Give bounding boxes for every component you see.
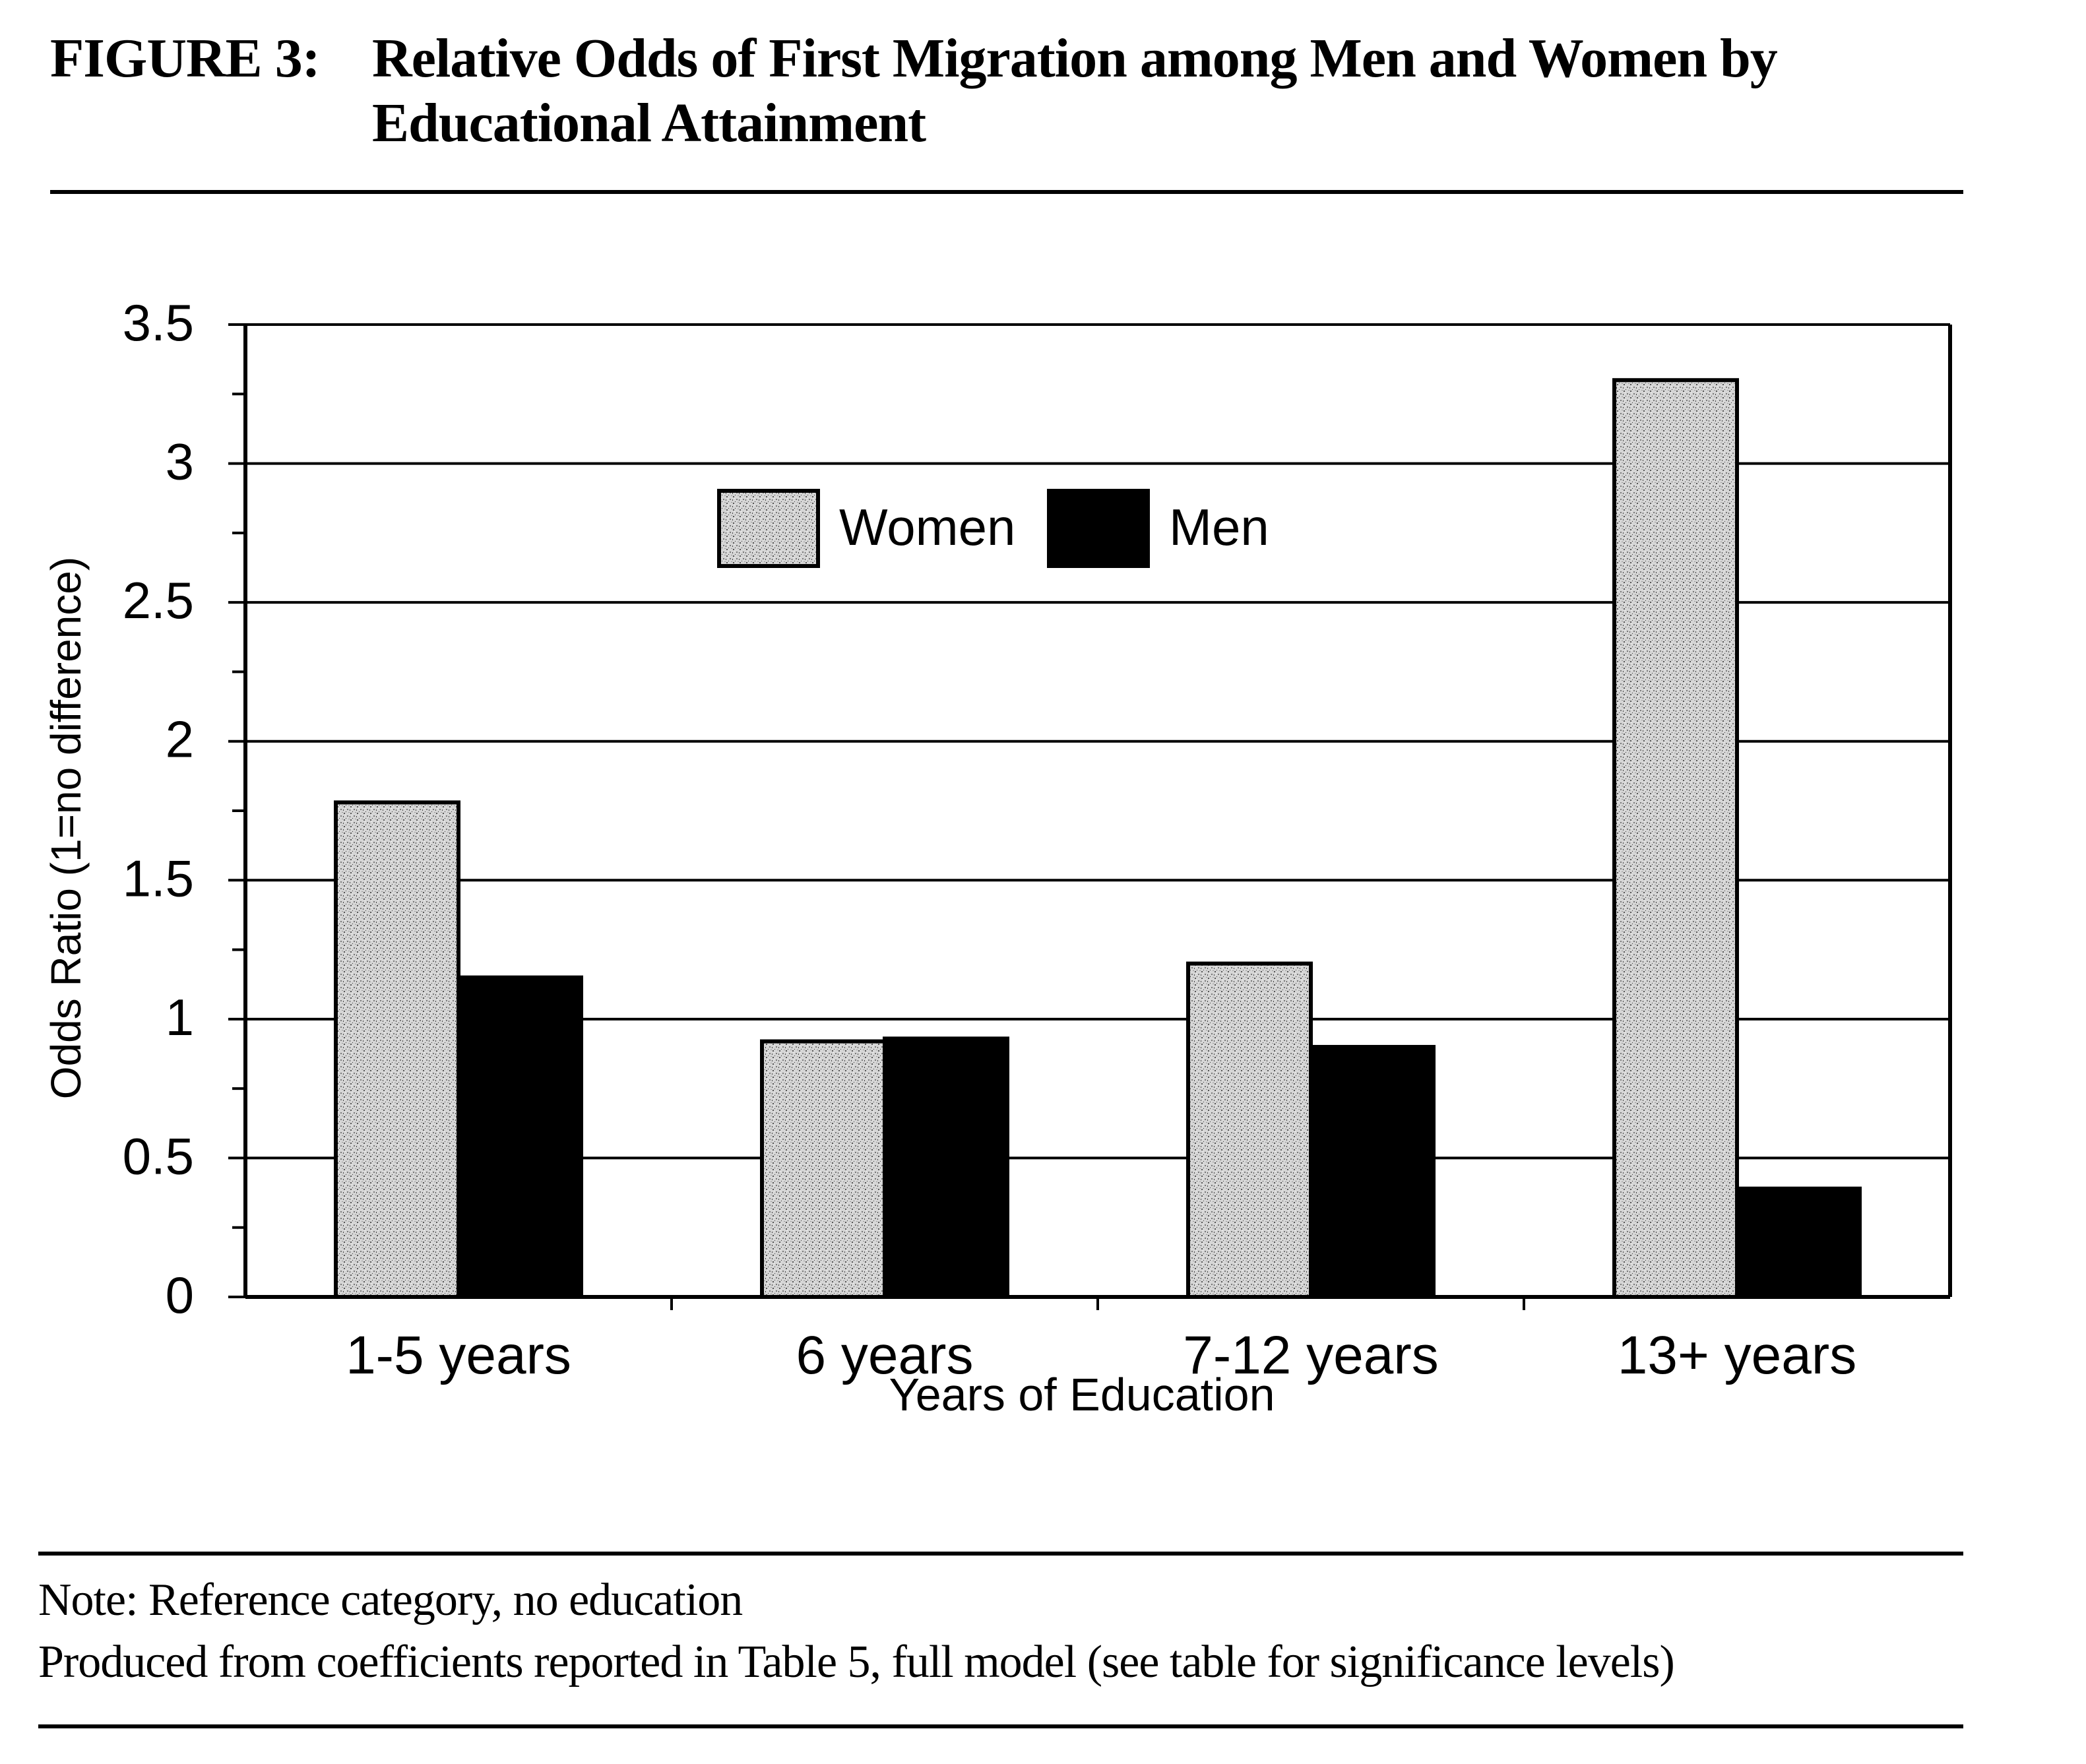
men-bar: [1735, 1186, 1862, 1299]
y-tick-label: 1.5: [123, 849, 194, 907]
bars: [334, 378, 1862, 1300]
figure-title: Relative Odds of First Migration among M…: [372, 28, 1778, 154]
note-reference: Note: Reference category, no education: [38, 1575, 743, 1625]
axes: 0 0.5 1 1.5 2 2.5 3 3.5 1-5 years 6 years 7-12 yea…: [123, 294, 1952, 1385]
legend-label-women: Women: [839, 498, 1015, 556]
x-tick-label: 1-5 years: [346, 1325, 571, 1385]
notes-bottom-rule: [38, 1724, 1963, 1728]
women-bar: [1612, 378, 1739, 1300]
y-tick-label: 3.5: [123, 294, 194, 352]
x-tick-label: 7-12 years: [1183, 1325, 1438, 1385]
notes-top-rule: [38, 1552, 1963, 1556]
legend-swatch-women: [717, 489, 820, 568]
legend-label-men: Men: [1169, 498, 1269, 556]
men-bar: [457, 975, 583, 1299]
legend: Women Men: [717, 489, 1269, 568]
bar-chart: 0 0.5 1 1.5 2 2.5 3 3.5 1-5 years 6 years 7-12 yea…: [42, 294, 1952, 1420]
x-tick-label: 6 years: [796, 1325, 974, 1385]
y-tick-label: 3: [166, 433, 194, 491]
women-bar: [760, 1039, 887, 1299]
y-tick-label: 0: [166, 1266, 194, 1324]
y-tick-label: 2.5: [123, 571, 194, 629]
legend-swatch-men: [1047, 489, 1150, 568]
women-bar: [1186, 961, 1313, 1299]
women-bar: [334, 800, 460, 1299]
y-axis-label: Odds Ratio (1=no difference): [42, 557, 90, 1099]
note-source: Produced from coefficients reported in T…: [38, 1637, 1675, 1687]
y-tick-label: 2: [166, 710, 194, 769]
top-rule: [50, 190, 1963, 194]
y-tick-label: 0.5: [123, 1127, 194, 1185]
figure-label: FIGURE 3:: [50, 28, 321, 89]
y-tick-label: 1: [166, 988, 194, 1046]
x-axis-label: Years of Education: [889, 1369, 1275, 1420]
men-bar: [1309, 1044, 1436, 1299]
men-bar: [883, 1036, 1009, 1300]
x-tick-label: 13+ years: [1618, 1325, 1856, 1385]
